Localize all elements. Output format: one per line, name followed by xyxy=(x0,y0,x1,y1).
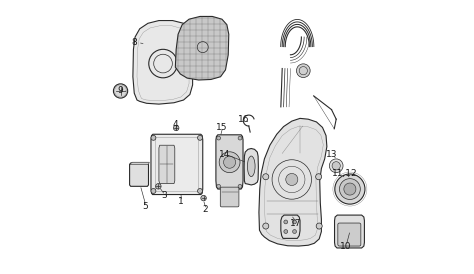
Circle shape xyxy=(224,156,236,168)
Circle shape xyxy=(198,135,202,140)
Circle shape xyxy=(344,183,356,195)
Text: 2: 2 xyxy=(203,205,208,214)
FancyBboxPatch shape xyxy=(220,187,239,207)
Polygon shape xyxy=(159,145,175,184)
Text: 15: 15 xyxy=(216,123,228,132)
Circle shape xyxy=(286,173,298,185)
Text: 14: 14 xyxy=(219,150,230,159)
Polygon shape xyxy=(151,134,203,195)
Text: 11,12: 11,12 xyxy=(332,170,358,178)
Polygon shape xyxy=(281,215,300,238)
Text: 3: 3 xyxy=(162,192,167,200)
Circle shape xyxy=(219,152,240,173)
Polygon shape xyxy=(133,21,192,104)
Circle shape xyxy=(263,223,269,229)
Circle shape xyxy=(238,184,242,188)
Circle shape xyxy=(316,223,322,229)
Circle shape xyxy=(155,184,161,189)
Circle shape xyxy=(284,230,288,233)
Circle shape xyxy=(151,189,156,193)
Text: 8: 8 xyxy=(131,38,137,47)
Circle shape xyxy=(292,220,296,224)
Text: 10: 10 xyxy=(339,242,351,251)
Text: 17: 17 xyxy=(290,219,301,228)
Text: 1: 1 xyxy=(178,197,184,206)
Circle shape xyxy=(263,174,269,180)
FancyBboxPatch shape xyxy=(338,223,361,246)
Circle shape xyxy=(173,125,179,131)
Circle shape xyxy=(238,136,242,140)
Polygon shape xyxy=(259,118,327,246)
Polygon shape xyxy=(244,149,258,185)
Text: 13: 13 xyxy=(326,150,337,159)
Text: 16: 16 xyxy=(238,115,250,124)
Circle shape xyxy=(316,174,322,180)
Circle shape xyxy=(113,84,128,98)
Circle shape xyxy=(339,179,360,199)
Circle shape xyxy=(332,162,340,170)
Circle shape xyxy=(217,184,220,188)
Circle shape xyxy=(151,135,156,140)
Circle shape xyxy=(198,189,202,193)
Circle shape xyxy=(335,174,365,204)
Circle shape xyxy=(329,159,343,173)
Polygon shape xyxy=(129,162,149,164)
Polygon shape xyxy=(129,163,148,186)
Polygon shape xyxy=(335,215,365,248)
Circle shape xyxy=(296,64,310,78)
Text: 9: 9 xyxy=(118,86,123,95)
Circle shape xyxy=(217,136,220,140)
Text: 5: 5 xyxy=(142,202,148,211)
Text: 4: 4 xyxy=(173,120,178,129)
Polygon shape xyxy=(175,16,229,80)
Circle shape xyxy=(201,195,206,201)
Circle shape xyxy=(284,220,288,224)
Circle shape xyxy=(292,230,296,233)
Ellipse shape xyxy=(247,156,255,177)
Polygon shape xyxy=(216,135,243,189)
